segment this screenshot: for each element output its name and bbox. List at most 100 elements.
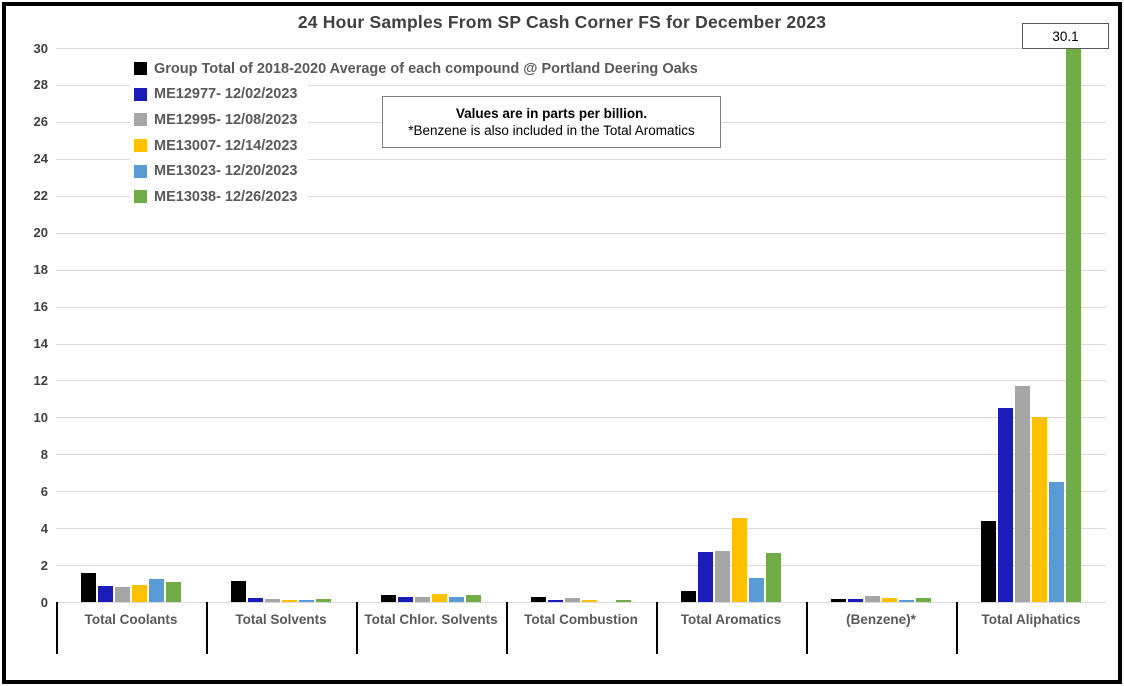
bar — [698, 552, 713, 602]
y-axis-tick-label: 8 — [40, 446, 48, 462]
bar — [548, 600, 563, 602]
note-box: Values are in parts per billion. *Benzen… — [382, 96, 721, 148]
note-line-2: *Benzene is also included in the Total A… — [408, 123, 695, 138]
y-axis-tick-label: 18 — [33, 262, 48, 278]
bar — [715, 551, 730, 602]
category-label: Total Solvents — [235, 612, 327, 627]
gridline — [56, 195, 1106, 197]
bar — [899, 600, 914, 602]
category-label: Total Aliphatics — [981, 612, 1081, 627]
bar — [749, 578, 764, 602]
bar — [766, 553, 781, 602]
category-separator — [356, 602, 358, 654]
bar — [299, 600, 314, 602]
bar — [415, 597, 430, 602]
gridline — [56, 232, 1106, 234]
clipped-bar-data-label: 30.1 — [1022, 23, 1109, 49]
legend-item: ME13023- 12/20/2023 — [130, 158, 308, 184]
legend-swatch-icon — [134, 190, 147, 204]
gridline — [56, 380, 1106, 382]
y-axis-tick-label: 2 — [40, 557, 48, 573]
y-axis-tick-label: 26 — [33, 114, 48, 130]
legend-label: ME13038- 12/26/2023 — [154, 188, 298, 205]
bar — [449, 597, 464, 602]
legend-item: ME12977- 12/02/2023 — [130, 81, 308, 108]
bar — [466, 594, 481, 602]
gridline — [56, 565, 1106, 567]
bar — [81, 573, 96, 602]
legend-label: ME13023- 12/20/2023 — [154, 163, 298, 180]
bar — [1049, 482, 1064, 602]
bar — [831, 599, 846, 602]
y-axis-tick-label: 16 — [33, 299, 48, 314]
legend: Group Total of 2018-2020 Average of each… — [130, 56, 708, 210]
gridline — [56, 269, 1106, 271]
bar — [865, 595, 880, 602]
bar — [998, 408, 1013, 602]
gridline — [56, 158, 1106, 160]
bar — [381, 594, 396, 602]
gridline — [56, 417, 1106, 419]
bar — [166, 581, 181, 602]
category-separator — [506, 602, 508, 654]
bar — [432, 593, 447, 602]
legend-label: Group Total of 2018-2020 Average of each… — [154, 60, 698, 77]
gridline — [56, 84, 1106, 86]
bar — [882, 598, 897, 602]
legend-swatch-icon — [134, 62, 147, 76]
bar — [398, 596, 413, 602]
legend-item: ME13038- 12/26/2023 — [130, 183, 308, 210]
bar — [848, 599, 863, 602]
y-axis-tick-label: 4 — [40, 520, 48, 536]
gridline — [56, 491, 1106, 493]
gridline — [56, 528, 1106, 530]
bar — [231, 580, 246, 602]
y-axis-tick-label: 12 — [33, 372, 48, 388]
category-separator — [956, 602, 958, 654]
bar — [531, 597, 546, 602]
chart-title: 24 Hour Samples From SP Cash Corner FS f… — [297, 12, 827, 32]
legend-swatch-icon — [134, 164, 147, 178]
category-label: Total Coolants — [84, 612, 178, 627]
bar — [132, 584, 147, 602]
category-separator — [206, 602, 208, 654]
category-separator — [806, 602, 808, 654]
legend-item: ME13007- 12/14/2023 — [130, 132, 308, 159]
legend-swatch-icon — [134, 87, 147, 101]
y-axis-tick-label: 22 — [33, 188, 48, 204]
category-separator — [656, 602, 658, 654]
y-axis-tick-label: 6 — [40, 483, 48, 499]
gridline — [56, 454, 1106, 456]
legend-label: ME12977- 12/02/2023 — [154, 86, 298, 103]
bar — [732, 518, 747, 602]
bar — [265, 599, 280, 602]
legend-swatch-icon — [134, 113, 147, 127]
bar — [248, 598, 263, 602]
bar — [616, 600, 631, 602]
bar — [282, 600, 297, 602]
bar — [681, 590, 696, 602]
gridline — [56, 48, 1106, 49]
bar — [98, 586, 113, 602]
legend-item: ME12995- 12/08/2023 — [130, 107, 308, 133]
y-axis-tick-label: 24 — [33, 151, 48, 167]
category-label: Total Chlor. Solvents — [364, 612, 498, 627]
legend-swatch-icon — [134, 139, 147, 153]
legend-label: ME13007- 12/14/2023 — [154, 137, 298, 154]
gridline — [56, 602, 1106, 603]
legend-label: ME12995- 12/08/2023 — [154, 111, 298, 128]
y-axis-tick-label: 20 — [33, 225, 48, 241]
bar — [916, 598, 931, 602]
bar — [981, 520, 996, 602]
bar — [582, 600, 597, 602]
y-axis-tick-label: 10 — [33, 409, 48, 425]
y-axis-tick-label: 30 — [33, 40, 48, 56]
category-label: Total Aromatics — [680, 612, 782, 627]
bar — [1032, 417, 1047, 602]
y-axis-tick-label: 0 — [40, 594, 48, 610]
bar — [149, 578, 164, 602]
note-line-1: Values are in parts per billion. — [455, 106, 648, 121]
bar — [316, 599, 331, 602]
bar — [1066, 48, 1081, 602]
